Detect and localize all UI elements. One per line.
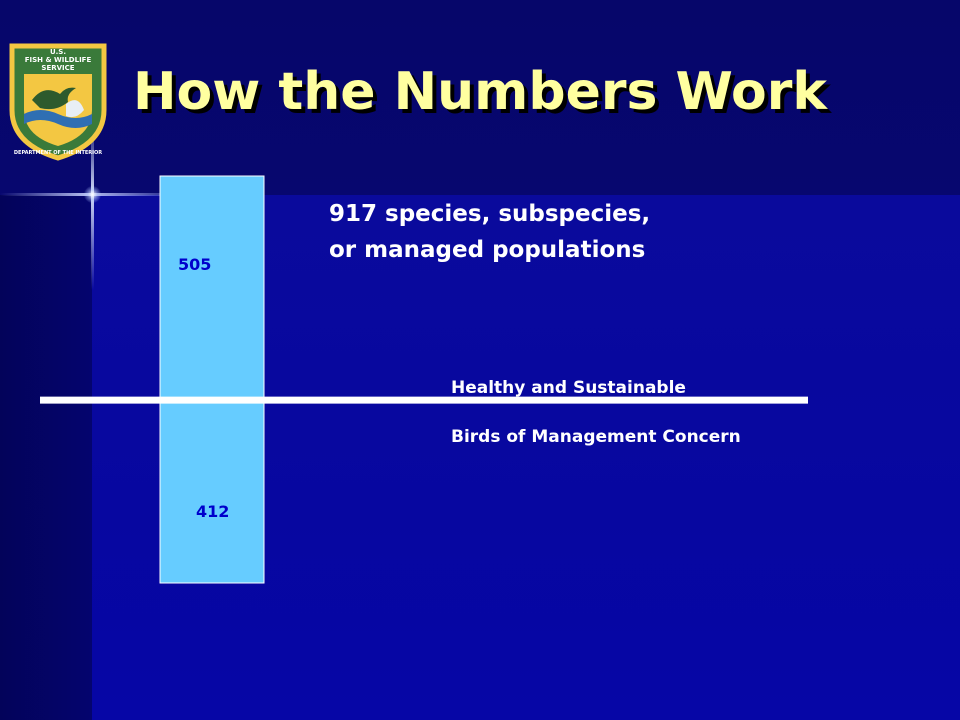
fws-logo: U.S. FISH & WILDLIFE SERVICE DEPARTMENT … xyxy=(9,43,107,161)
legend-label-healthy: Healthy and Sustainable xyxy=(451,378,686,398)
bar-segment-concern xyxy=(159,399,265,584)
total-label-line-1: 917 species, subspecies, xyxy=(329,201,651,227)
legend-label-concern: Birds of Management Concern xyxy=(451,427,741,447)
total-label: 917 species, subspecies, or managed popu… xyxy=(329,196,650,268)
logo-text-us: U.S. xyxy=(50,48,66,56)
background-top xyxy=(0,0,960,195)
logo-text-agency: FISH & WILDLIFE xyxy=(25,56,92,64)
value-label-healthy: 505 xyxy=(178,255,211,274)
value-label-concern: 412 xyxy=(196,502,229,521)
background-left xyxy=(0,195,92,720)
sparkle-vertical xyxy=(91,120,94,290)
slide-title: How the Numbers Work xyxy=(133,62,828,122)
bar-segment-healthy xyxy=(159,175,265,401)
total-label-line-2: or managed populations xyxy=(329,237,646,263)
logo-text-department: DEPARTMENT OF THE INTERIOR xyxy=(14,150,102,156)
sparkle-center xyxy=(84,186,101,203)
logo-text-service: SERVICE xyxy=(41,64,74,72)
